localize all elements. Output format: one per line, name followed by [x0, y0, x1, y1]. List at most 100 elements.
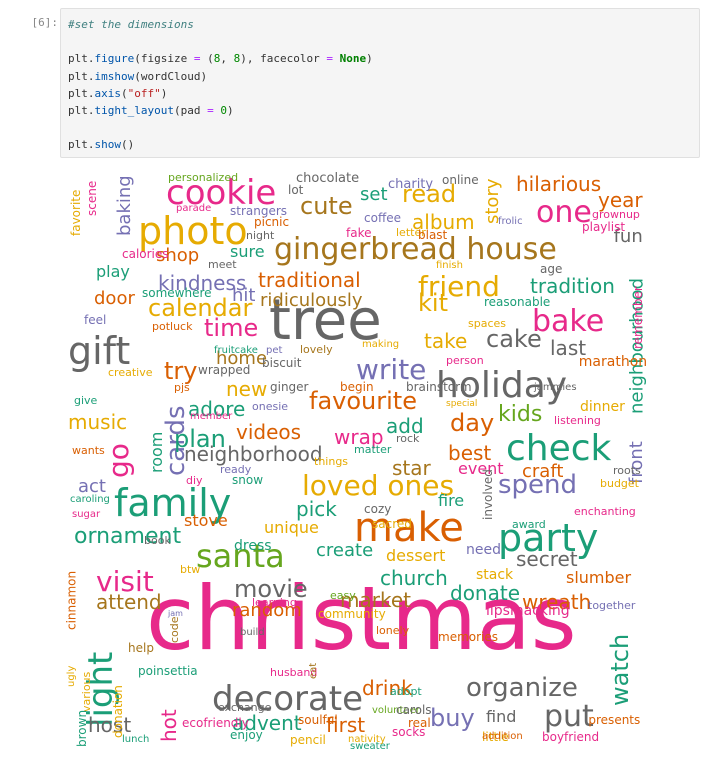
wordcloud-word: make [354, 505, 464, 551]
wordcloud-word: age [540, 262, 562, 276]
wordcloud-word: person [446, 354, 484, 367]
wordcloud-word: bake [532, 304, 604, 339]
code-token [333, 52, 340, 65]
wordcloud-word: sure [230, 242, 265, 261]
wordcloud-word: light [81, 652, 121, 727]
wordcloud-word: involved [481, 469, 495, 520]
wordcloud-word: pet [266, 345, 283, 356]
wordcloud-word: holiday [436, 365, 567, 406]
code-token: , [220, 52, 234, 66]
wordcloud-word: wants [72, 444, 105, 457]
wordcloud-word: calendar [148, 294, 252, 322]
wordcloud-word: music [68, 410, 127, 434]
wordcloud-word: award [512, 518, 546, 531]
code-token: 8 [233, 52, 241, 66]
wordcloud-word: lot [288, 183, 304, 197]
wordcloud-word: sugar [72, 509, 101, 520]
code-editor[interactable]: #set the dimensions plt.figure(figsize =… [68, 16, 373, 154]
wordcloud-word: remember [631, 286, 645, 349]
wordcloud-word: jammies [533, 382, 577, 393]
wordcloud-word: loved ones [302, 469, 454, 502]
wordcloud-word: playlist [582, 220, 625, 234]
wordcloud-word: fruitcake [214, 345, 258, 356]
wordcloud-word: parade [176, 203, 211, 214]
code-token: ) [366, 52, 373, 66]
wordcloud-word: creative [108, 366, 153, 379]
wordcloud-word: set [360, 184, 388, 205]
code-token: = [326, 52, 333, 66]
wordcloud-word: hilarious [516, 172, 601, 196]
wordcloud-word: pick [296, 497, 337, 521]
wordcloud-word: play [96, 262, 130, 281]
wordcloud-word: build [240, 627, 265, 638]
wordcloud-word: finish [436, 260, 463, 271]
code-token: plt. [68, 104, 95, 118]
wordcloud-word: caroling [70, 494, 110, 505]
wordcloud-word: wreath [522, 590, 591, 614]
code-token: ( [200, 52, 214, 66]
wordcloud-word: easy [330, 589, 356, 602]
wordcloud-word: santa [196, 537, 285, 575]
wordcloud-word: advent [232, 711, 302, 735]
wordcloud-word: lovely [300, 343, 333, 356]
wordcloud-word: act [78, 476, 106, 497]
wordcloud-word: cookie [166, 173, 276, 213]
wordcloud-word: shop [156, 245, 199, 266]
code-line: plt.axis("off") [68, 85, 373, 102]
wordcloud-word: party [498, 516, 598, 560]
wordcloud-word: family [114, 481, 231, 525]
wordcloud-word: soulful [298, 713, 338, 727]
wordcloud-word: cake [486, 325, 542, 353]
wordcloud-word: photo [138, 209, 248, 253]
wordcloud-word: various [80, 671, 93, 712]
wordcloud-word: reasonable [484, 295, 550, 309]
code-token: plt. [68, 69, 95, 83]
wordcloud-word: favorite [69, 190, 83, 236]
wordcloud-word: strangers [230, 204, 287, 218]
wordcloud-word: need [466, 542, 501, 558]
wordcloud-word: fun [614, 226, 643, 247]
code-token: plt. [68, 52, 95, 66]
wordcloud-word: ecofriendly [182, 716, 249, 730]
wordcloud-word: secret [516, 547, 578, 571]
wordcloud-word: craft [522, 461, 563, 482]
wordcloud-word: take [424, 329, 467, 353]
wordcloud-word: snow [232, 473, 263, 487]
wordcloud-word: meet [208, 258, 237, 271]
wordcloud-word: friend [418, 270, 500, 303]
wordcloud-word: one [536, 195, 592, 230]
wordcloud-word: slumber [566, 568, 632, 587]
wordcloud-word: night [246, 229, 275, 242]
wordcloud-word: gift [68, 329, 130, 373]
wordcloud-word: ridiculously [260, 290, 363, 311]
code-token: ( [121, 86, 128, 100]
code-token: #set the dimensions [68, 18, 194, 31]
wordcloud-word: little [482, 730, 509, 744]
wordcloud-word: tradition [530, 274, 615, 298]
wordcloud-word: matter [354, 443, 392, 456]
code-token: imshow [94, 69, 135, 83]
wordcloud-word: stack [476, 567, 514, 583]
wordcloud-word: drink [362, 676, 413, 700]
code-token: axis [94, 86, 122, 100]
wordcloud-word: stove [184, 511, 228, 530]
code-line: plt.imshow(wordCloud) [68, 68, 373, 85]
wordcloud-word: nativity [348, 734, 386, 745]
wordcloud-word: find [486, 707, 516, 726]
wordcloud-word: favourite [309, 387, 417, 415]
wordcloud-word: buy [430, 704, 475, 732]
wordcloud-word: blast [418, 228, 448, 242]
wordcloud-word: visit [96, 565, 154, 598]
wordcloud-word: decorate [212, 679, 363, 719]
wordcloud-word: fake [346, 226, 371, 240]
code-token: ) [226, 104, 234, 118]
wordcloud-word: cozy [364, 502, 391, 516]
code-cell[interactable]: #set the dimensions plt.figure(figsize =… [60, 8, 700, 158]
wordcloud-word: making [362, 339, 399, 350]
wordcloud-word: kit [418, 289, 448, 317]
code-line [68, 119, 373, 136]
wordcloud-word: give [74, 394, 98, 407]
wordcloud-word: exchange [218, 701, 272, 714]
wordcloud-word: lunch [122, 734, 149, 745]
wordcloud-word: biscuit [262, 356, 302, 370]
